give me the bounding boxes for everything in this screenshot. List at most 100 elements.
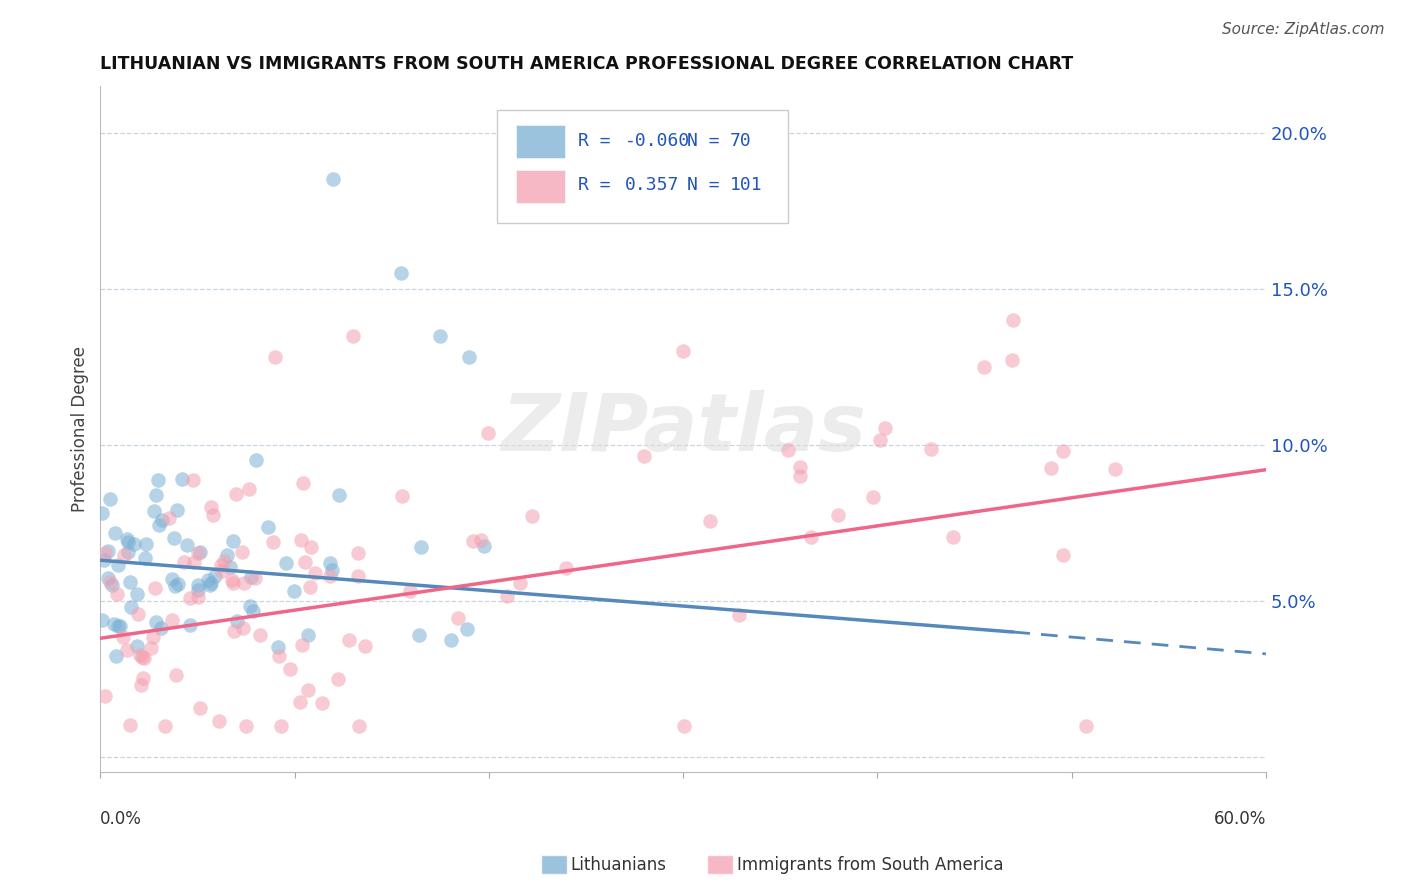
- Point: [187, 578, 209, 592]
- Point: [266, 640, 288, 654]
- Point: [297, 682, 319, 697]
- Point: [304, 566, 326, 580]
- Point: [115, 532, 138, 546]
- Point: [165, 667, 187, 681]
- Point: [91, 506, 114, 520]
- Point: [1039, 461, 1062, 475]
- Point: [318, 556, 340, 570]
- Point: [342, 328, 364, 343]
- Point: [181, 473, 204, 487]
- Point: [96, 571, 118, 585]
- Point: [311, 696, 333, 710]
- Point: [117, 534, 139, 549]
- Point: [429, 328, 451, 343]
- Point: [869, 433, 891, 447]
- Point: [118, 718, 141, 732]
- Point: [264, 351, 287, 365]
- Point: [321, 563, 343, 577]
- Point: [122, 537, 145, 551]
- Point: [292, 475, 315, 490]
- Point: [727, 608, 749, 623]
- Point: [173, 555, 195, 569]
- Point: [93, 552, 115, 566]
- Point: [222, 533, 245, 548]
- Point: [470, 533, 492, 547]
- Point: [326, 672, 349, 686]
- Point: [699, 514, 721, 528]
- Point: [789, 459, 811, 474]
- Point: [187, 582, 209, 597]
- Point: [115, 642, 138, 657]
- Point: [98, 491, 121, 506]
- Point: [94, 546, 117, 560]
- Point: [239, 599, 262, 614]
- Text: ZIPatlas: ZIPatlas: [501, 390, 866, 468]
- Point: [132, 651, 155, 665]
- Point: [973, 359, 995, 374]
- Point: [104, 648, 127, 663]
- FancyBboxPatch shape: [516, 125, 565, 158]
- Point: [217, 548, 239, 562]
- Text: R =: R =: [578, 132, 621, 150]
- Point: [294, 555, 316, 569]
- Point: [91, 613, 114, 627]
- Point: [132, 671, 155, 685]
- Point: [97, 544, 120, 558]
- Point: [240, 570, 263, 584]
- Point: [120, 600, 142, 615]
- Point: [672, 344, 695, 359]
- Point: [209, 558, 232, 573]
- Point: [214, 554, 236, 568]
- Point: [776, 442, 799, 457]
- Point: [112, 548, 135, 562]
- Point: [238, 482, 260, 496]
- Text: Immigrants from South America: Immigrants from South America: [737, 856, 1004, 874]
- Point: [224, 624, 246, 638]
- Point: [231, 545, 253, 559]
- Point: [129, 678, 152, 692]
- Point: [399, 584, 422, 599]
- Point: [1052, 548, 1074, 562]
- Point: [179, 591, 201, 605]
- Point: [347, 719, 370, 733]
- Point: [509, 575, 531, 590]
- Point: [125, 640, 148, 654]
- Point: [283, 584, 305, 599]
- Point: [243, 571, 266, 585]
- Point: [167, 577, 190, 591]
- Text: 0.0%: 0.0%: [100, 810, 142, 828]
- Point: [145, 488, 167, 502]
- Point: [1002, 313, 1025, 327]
- Point: [633, 449, 655, 463]
- Point: [862, 490, 884, 504]
- Point: [222, 576, 245, 591]
- Point: [139, 640, 162, 655]
- Point: [163, 531, 186, 545]
- Point: [472, 539, 495, 553]
- Y-axis label: Professional Degree: Professional Degree: [72, 346, 89, 512]
- Point: [98, 574, 121, 589]
- Point: [278, 662, 301, 676]
- Point: [103, 617, 125, 632]
- Point: [391, 489, 413, 503]
- FancyBboxPatch shape: [516, 169, 565, 202]
- Point: [1052, 444, 1074, 458]
- Point: [1074, 719, 1097, 733]
- Point: [827, 508, 849, 522]
- Point: [942, 530, 965, 544]
- Point: [290, 695, 312, 709]
- Point: [186, 590, 208, 604]
- Point: [112, 630, 135, 644]
- Point: [179, 618, 201, 632]
- Point: [299, 540, 322, 554]
- Point: [107, 619, 129, 633]
- Point: [458, 351, 481, 365]
- Point: [249, 628, 271, 642]
- Point: [148, 518, 170, 533]
- Point: [94, 689, 117, 703]
- Point: [219, 559, 242, 574]
- Point: [270, 719, 292, 733]
- Point: [146, 473, 169, 487]
- Point: [875, 421, 897, 435]
- Point: [328, 488, 350, 502]
